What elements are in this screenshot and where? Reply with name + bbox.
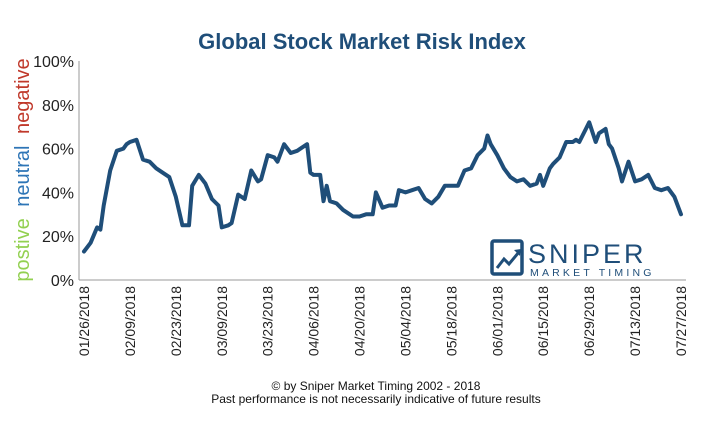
x-tick-label: 07/13/2018: [627, 286, 643, 356]
logo: SNIPER MARKET TIMING: [490, 239, 655, 279]
x-tick-label: 07/27/2018: [673, 286, 689, 356]
x-tick-label: 03/23/2018: [260, 286, 276, 356]
y-tick-label: 0%: [51, 273, 74, 290]
footer-copyright: © by Sniper Market Timing 2002 - 2018: [272, 379, 481, 393]
x-tick-label: 05/04/2018: [397, 286, 413, 356]
x-tick-label: 05/18/2018: [443, 286, 459, 356]
x-tick-label: 03/09/2018: [214, 286, 230, 356]
side-label-positive: postive: [12, 218, 34, 281]
rising-chart-icon: [490, 239, 524, 276]
side-label-neutral: neutral: [12, 146, 34, 207]
x-tick-label: 06/01/2018: [489, 286, 505, 356]
x-tick-label: 02/09/2018: [122, 286, 138, 356]
y-tick-labels: 0% 20% 40% 60% 80% 100%: [33, 54, 74, 290]
x-tick-label: 04/20/2018: [352, 286, 368, 356]
x-tick-label: 06/15/2018: [535, 286, 551, 356]
sentiment-side-labels: postive neutral negative: [12, 58, 34, 281]
series-line-risk-index: [82, 120, 683, 254]
footer-disclaimer: Past performance is not necessarily indi…: [211, 392, 540, 406]
y-tick-label: 20%: [42, 229, 74, 246]
x-tick-label: 02/23/2018: [168, 286, 184, 356]
logo-name: SNIPER: [528, 239, 647, 269]
x-tick-label: 01/26/2018: [76, 286, 92, 356]
logo-tagline: MARKET TIMING: [530, 267, 655, 279]
x-tick-label: 06/29/2018: [581, 286, 597, 356]
side-label-negative: negative: [12, 58, 34, 134]
chart-title: Global Stock Market Risk Index: [198, 29, 526, 54]
x-tick-labels: 01/26/2018 02/09/2018 02/23/2018 03/09/2018…: [76, 286, 689, 356]
x-tick-label: 04/06/2018: [306, 286, 322, 356]
y-tick-label: 100%: [33, 54, 74, 71]
y-tick-label: 60%: [42, 142, 74, 159]
y-tick-label: 40%: [42, 185, 74, 202]
y-tick-label: 80%: [42, 98, 74, 115]
